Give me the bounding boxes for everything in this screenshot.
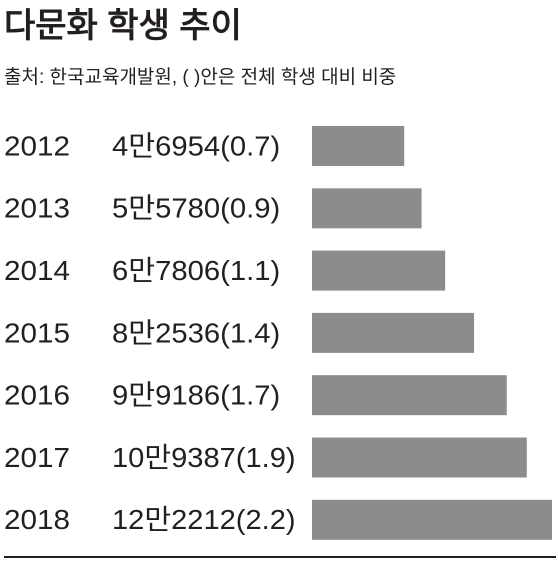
bar (312, 126, 405, 166)
chart-title: 다문화 학생 추이 (4, 7, 242, 45)
category-label: 2018 (4, 504, 70, 535)
value-label: 4만6954(0.7) (112, 130, 280, 161)
category-label: 2012 (4, 130, 70, 161)
value-label: 8만2536(1.4) (112, 317, 280, 348)
value-label: 5만5780(0.9) (112, 193, 280, 224)
category-label: 2016 (4, 380, 70, 411)
value-label: 12만2212(2.2) (112, 504, 296, 535)
category-label: 2014 (4, 255, 70, 286)
chart-subtitle: 출처: 한국교육개발원, ( )안은 전체 학생 대비 비중 (4, 66, 396, 88)
bar (312, 188, 422, 229)
bar (312, 250, 446, 291)
value-label: 6만7806(1.1) (112, 255, 280, 286)
bar (312, 312, 475, 353)
bar (312, 499, 552, 540)
value-label: 9만9186(1.7) (112, 380, 280, 411)
bar (312, 375, 507, 416)
value-label: 10만9387(1.9) (112, 442, 296, 473)
category-label: 2013 (4, 193, 70, 224)
category-label: 2015 (4, 317, 70, 348)
bar (312, 437, 527, 478)
category-label: 2017 (4, 442, 70, 473)
